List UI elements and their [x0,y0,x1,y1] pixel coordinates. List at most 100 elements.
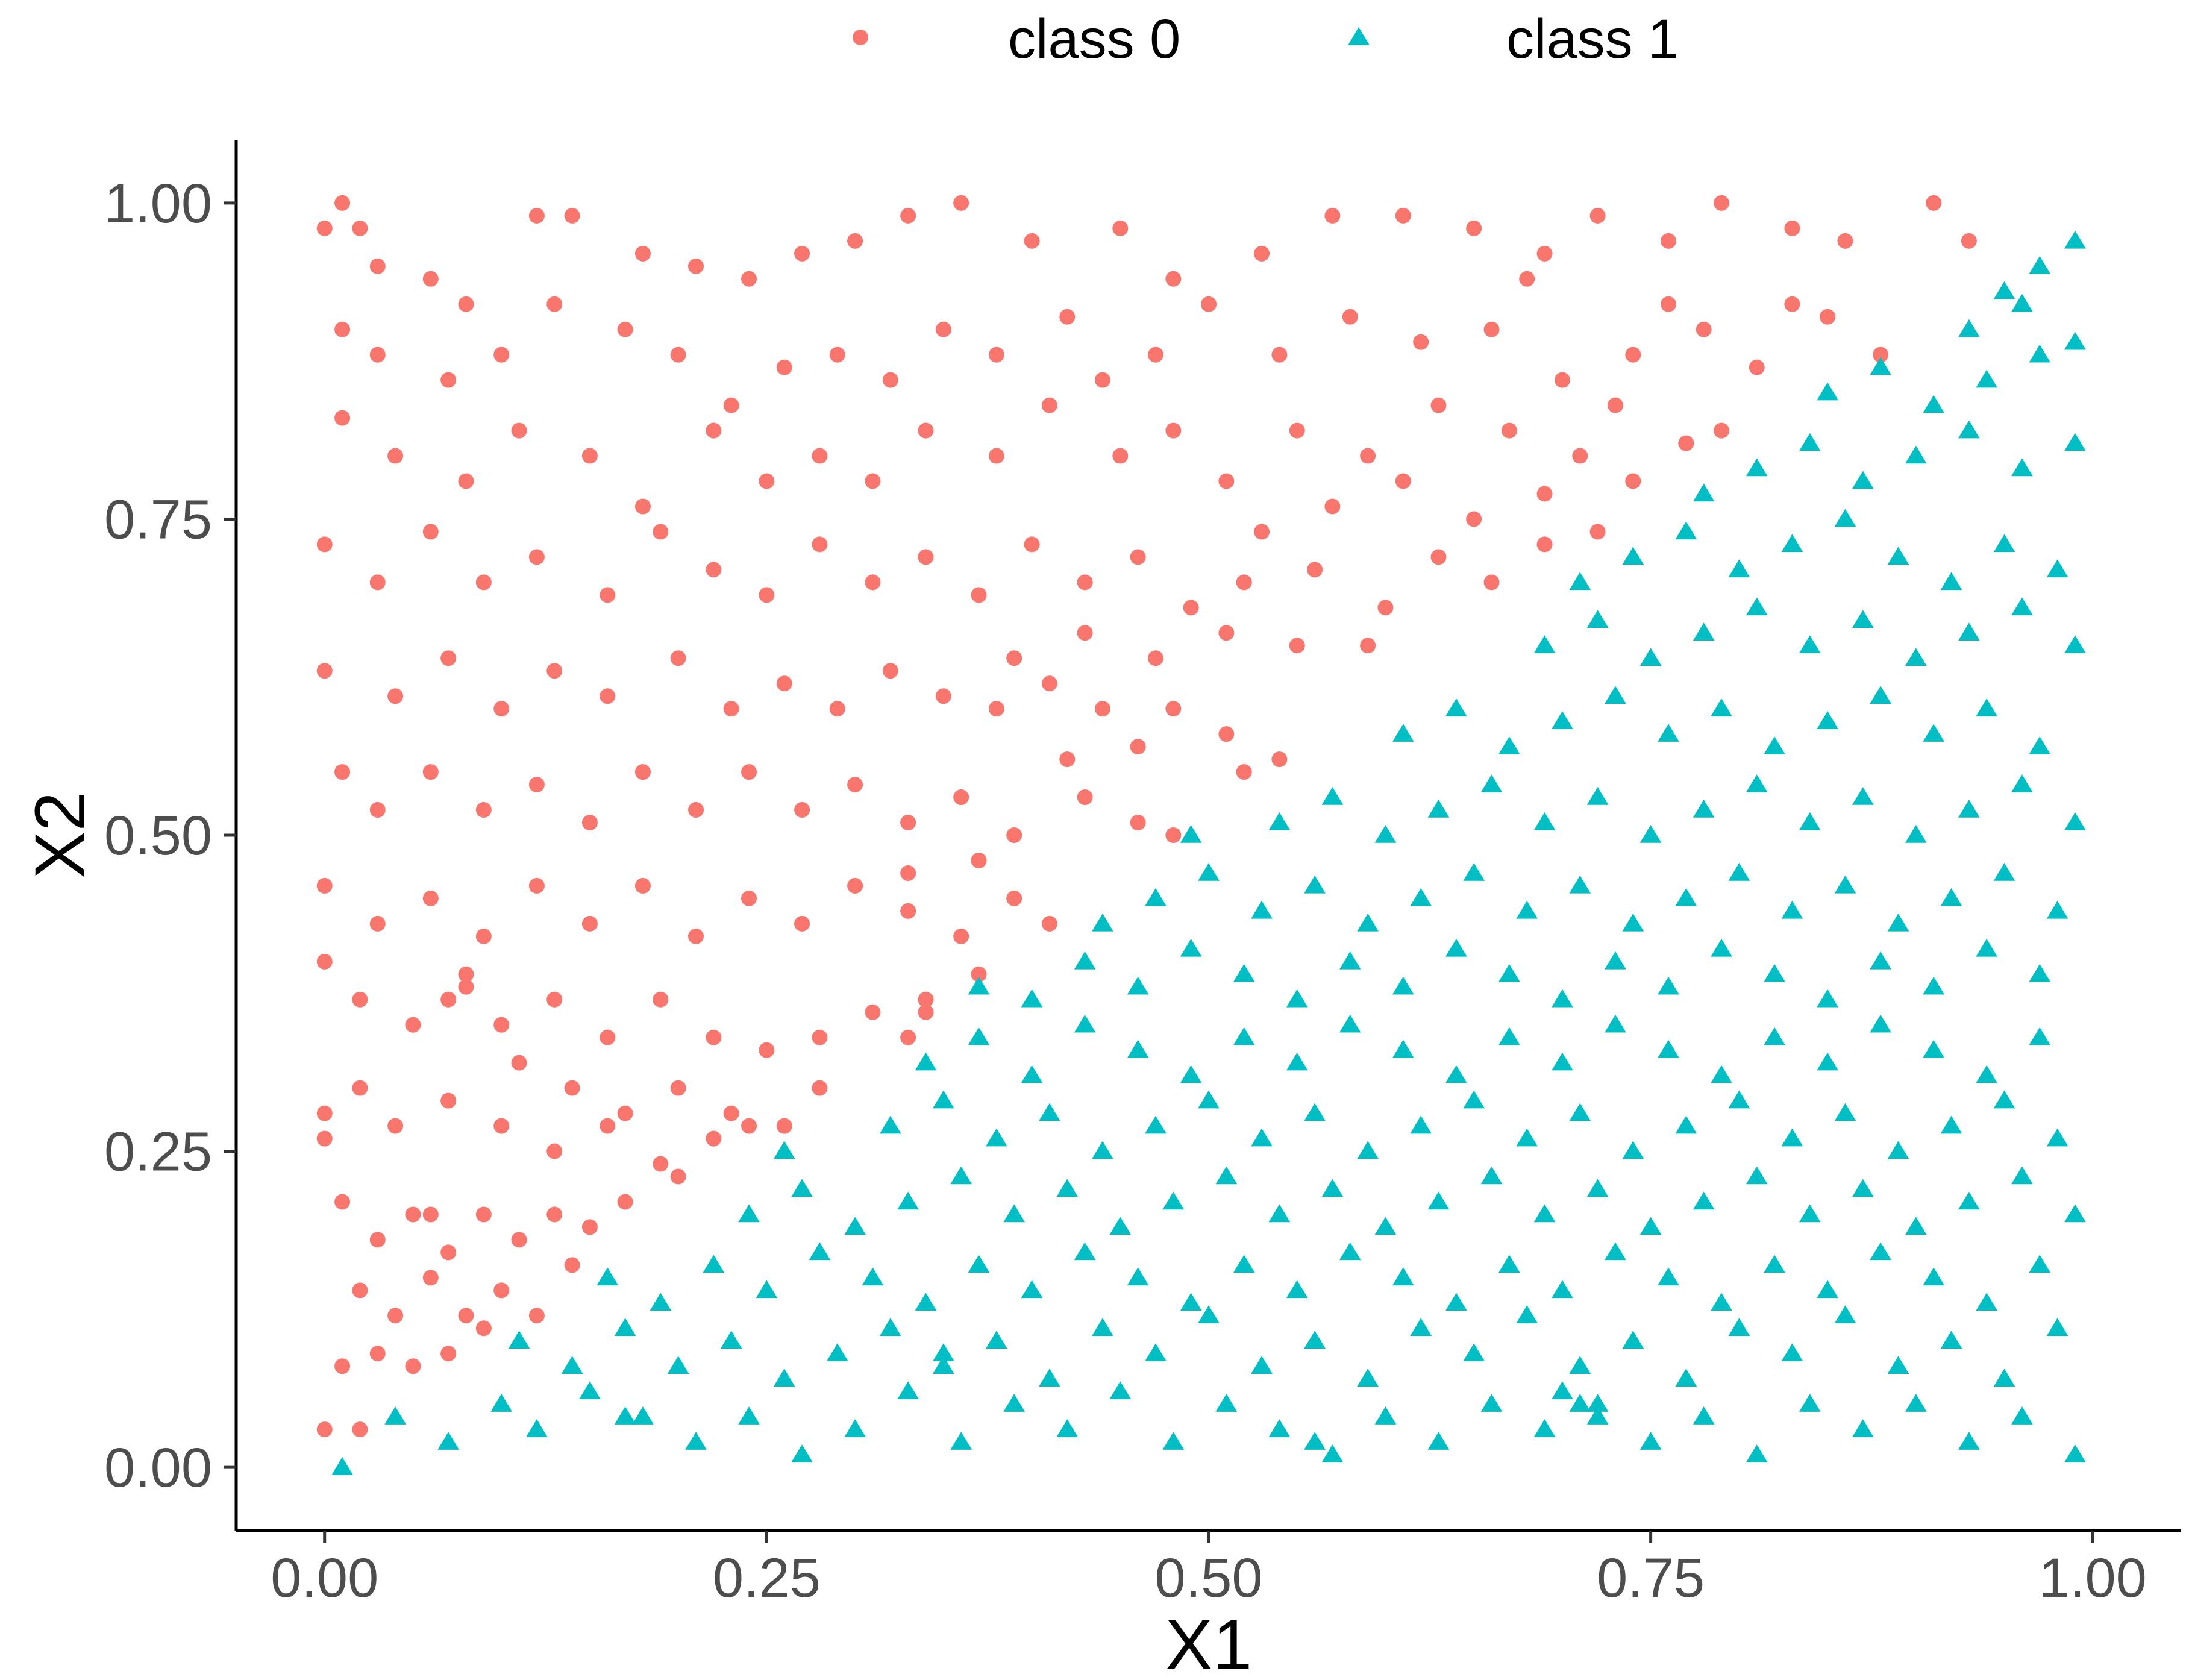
data-point-class-0 [1041,675,1057,692]
data-point-class-1 [1799,1394,1821,1412]
data-point-class-1 [1162,1191,1185,1210]
data-point-class-1 [1976,938,1998,957]
data-point-class-1 [1993,534,2015,553]
data-point-class-0 [1147,346,1163,363]
data-point-class-1 [915,1293,937,1311]
data-point-class-0 [918,991,934,1008]
data-point-class-1 [862,1267,884,1286]
data-point-class-1 [2064,635,2086,654]
data-point-class-0 [670,1168,686,1185]
data-point-class-0 [493,1118,510,1134]
data-point-class-0 [422,271,439,287]
y-axis-ticks: 0.00 0.25 0.50 0.75 1.00 [104,173,236,1499]
data-point-class-1 [986,1128,1007,1147]
data-point-class-1 [1958,1432,1980,1450]
data-point-class-1 [597,1267,619,1286]
data-point-class-1 [1021,989,1043,1008]
data-point-class-0 [352,220,368,236]
data-point-class-1 [1693,800,1715,818]
data-point-class-0 [600,688,616,704]
legend-label-class-0: class 0 [1008,8,1180,70]
data-point-class-1 [1675,1368,1697,1387]
x-tick-label: 0.25 [713,1547,821,1609]
data-point-class-1 [1056,1419,1079,1437]
data-point-class-0 [1536,245,1553,262]
data-point-class-0 [900,903,916,919]
data-point-class-0 [1059,309,1076,325]
data-point-class-1 [1092,1141,1113,1159]
data-point-class-0 [1130,549,1146,565]
data-point-class-1 [1605,1242,1626,1261]
data-point-class-0 [1236,764,1252,780]
data-point-class-1 [1746,1166,1768,1185]
data-point-class-0 [1271,751,1288,768]
data-point-class-0 [334,410,351,426]
data-point-class-0 [1820,309,1836,325]
data-point-class-1 [1764,736,1785,754]
data-point-class-1 [1764,964,1785,982]
data-point-class-0 [1554,372,1570,388]
data-point-class-0 [1589,524,1606,540]
data-point-class-0 [847,777,863,793]
data-point-class-0 [369,1232,386,1248]
legend-marker-class-0 [853,30,868,45]
data-point-class-1 [1993,1090,2015,1109]
data-point-class-0 [759,473,775,489]
data-point-class-1 [968,1255,990,1273]
data-point-class-0 [988,448,1004,464]
data-point-class-0 [475,928,492,944]
data-point-class-0 [971,852,987,868]
data-point-class-1 [1586,610,1609,628]
data-point-class-0 [900,815,916,831]
data-point-class-1 [1427,1432,1450,1450]
data-point-class-0 [352,1080,368,1096]
data-point-class-0 [1307,562,1323,578]
data-point-class-1 [1940,888,1962,906]
data-point-class-1 [1799,635,1821,654]
data-point-class-1 [1092,1318,1113,1337]
data-point-class-1 [1993,862,2015,881]
data-point-class-0 [1660,296,1676,312]
y-tick-label: 0.00 [104,1437,212,1499]
data-point-class-1 [915,1052,937,1071]
data-point-class-1 [1586,1406,1609,1425]
data-point-class-1 [1445,1293,1467,1311]
data-point-class-1 [1321,787,1344,805]
data-point-class-0 [1625,473,1641,489]
data-point-class-0 [1201,296,1217,312]
data-point-class-0 [387,448,404,464]
data-point-class-0 [812,1029,828,1045]
data-point-class-1 [986,1331,1007,1349]
data-point-class-1 [526,1419,548,1437]
data-point-class-0 [528,1308,545,1324]
data-point-class-1 [844,1217,866,1235]
data-point-class-1 [1003,1394,1026,1412]
data-point-class-0 [1024,536,1040,553]
data-point-class-0 [1130,815,1146,831]
data-point-class-1 [791,1179,813,1197]
data-point-class-1 [1498,1027,1520,1045]
data-point-class-1 [1852,1419,1874,1437]
data-point-class-1 [1622,547,1644,565]
data-point-class-0 [634,245,651,262]
data-point-class-1 [1233,964,1255,982]
y-tick-label: 1.00 [104,173,212,234]
data-point-class-0 [564,1080,580,1096]
data-point-class-0 [1165,422,1182,439]
data-point-class-1 [1445,1065,1467,1083]
data-point-class-0 [1059,751,1076,768]
data-point-class-1 [1728,1318,1750,1337]
data-point-class-1 [1658,976,1679,995]
data-point-class-0 [988,346,1004,363]
data-point-class-0 [352,991,368,1008]
data-point-class-0 [440,1092,457,1109]
data-point-class-1 [2029,1027,2051,1045]
data-point-class-0 [352,1282,368,1299]
data-point-class-1 [1781,1343,1803,1362]
data-point-class-0 [511,1055,527,1071]
data-point-class-1 [1145,888,1167,906]
data-point-class-1 [1321,1179,1344,1197]
data-point-class-0 [1147,650,1163,666]
data-point-class-1 [1569,875,1591,894]
data-point-class-1 [1357,913,1379,932]
